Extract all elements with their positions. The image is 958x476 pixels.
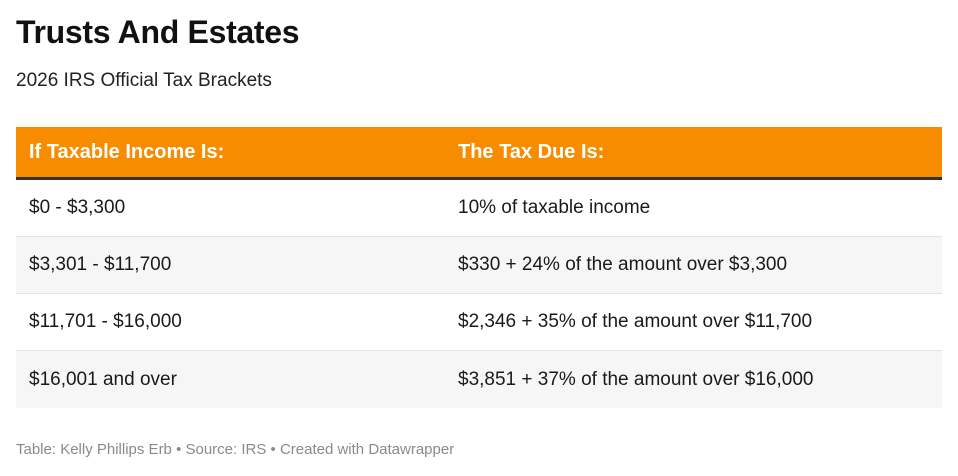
table-row: $0 - $3,300 10% of taxable income <box>16 180 942 237</box>
income-range-cell: $11,701 - $16,000 <box>29 311 182 332</box>
page-title: Trusts And Estates <box>16 14 300 50</box>
income-range-cell: $0 - $3,300 <box>29 197 126 218</box>
page-subtitle: 2026 IRS Official Tax Brackets <box>16 70 272 91</box>
table-row: $11,701 - $16,000 $2,346 + 35% of the am… <box>16 294 942 351</box>
column-header-tax-due[interactable]: The Tax Due Is: <box>458 140 605 163</box>
column-header-income[interactable]: If Taxable Income Is: <box>29 140 225 163</box>
tax-bracket-table: If Taxable Income Is: The Tax Due Is: $0… <box>16 127 942 408</box>
tax-due-cell: $330 + 24% of the amount over $3,300 <box>458 254 788 275</box>
source-footer: Table: Kelly Phillips Erb • Source: IRS … <box>16 441 455 458</box>
tax-due-cell: 10% of taxable income <box>458 197 651 218</box>
tax-due-cell: $3,851 + 37% of the amount over $16,000 <box>458 368 814 390</box>
income-range-cell: $3,301 - $11,700 <box>29 254 172 275</box>
table-header: If Taxable Income Is: The Tax Due Is: <box>16 127 942 180</box>
income-range-cell: $16,001 and over <box>29 368 177 390</box>
table-row: $3,301 - $11,700 $330 + 24% of the amoun… <box>16 237 942 294</box>
table-row: $16,001 and over $3,851 + 37% of the amo… <box>16 351 942 408</box>
tax-due-cell: $2,346 + 35% of the amount over $11,700 <box>458 311 813 332</box>
